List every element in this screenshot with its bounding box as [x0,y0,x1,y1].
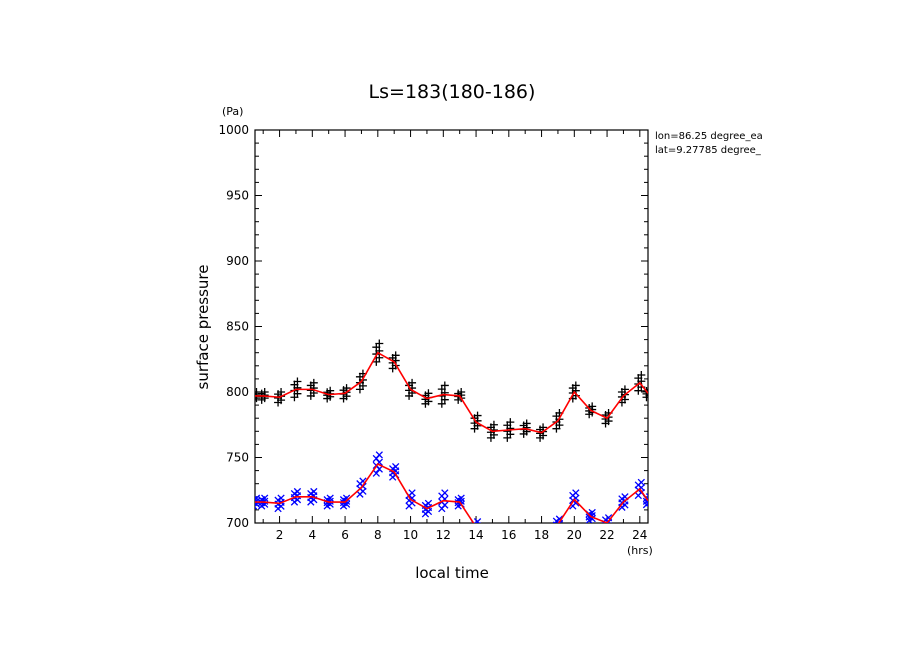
x-axis-label: local time [415,564,489,582]
plus-marker [293,377,302,386]
x-marker [342,494,351,502]
plot-frame [254,129,649,524]
y-axis-label: surface pressure [194,265,212,390]
x-marker [491,528,497,534]
y-tick-label: 750 [226,451,249,465]
x-marker [572,489,580,497]
plus-marker [424,389,433,398]
x-tick-label: 2 [276,528,284,542]
plus-marker [588,402,597,411]
x-tick-label: 16 [501,528,516,542]
x-tick-label: 20 [567,528,582,542]
x-marker [441,489,449,497]
x-marker [642,501,648,509]
plus-marker [408,378,417,387]
plus-marker [326,386,335,395]
x-marker [488,534,494,540]
x-marker [293,487,302,496]
plus-marker [506,418,515,427]
x-tick-label: 10 [403,528,418,542]
x-marker [556,524,562,530]
y-tick-labels: 700 750 800 850 900 950 1000 [218,123,249,530]
x-marker [491,536,497,542]
annotation-lat: lat=9.27785 degree_ [655,145,762,156]
plus-marker [637,370,646,379]
plus-marker [309,378,318,387]
plus-marker [255,388,261,396]
y-tick-label: 900 [226,254,249,268]
x-tick-label: 22 [599,528,614,542]
series-0-mean-line [255,351,648,434]
x-marker [491,532,497,538]
x-marker [424,499,433,508]
plus-marker [457,388,466,396]
x-marker [520,527,526,533]
x-axis-unit: (hrs) [627,544,653,557]
x-marker [473,518,482,523]
x-tick-label: 18 [534,528,549,542]
x-marker [326,494,334,502]
x-marker [408,489,416,497]
x-marker [310,487,318,496]
plus-marker [620,385,629,394]
y-tick-label: 950 [226,189,249,203]
plus-marker [375,339,384,348]
x-tick-label: 12 [436,528,451,542]
x-marker [261,494,269,502]
x-tick-label: 14 [468,528,483,542]
y-tick-label: 850 [226,320,249,334]
plus-marker [645,388,648,391]
plus-marker [539,423,548,432]
y-tick-label: 800 [226,385,249,399]
axes [254,129,649,524]
x-marker [375,451,383,459]
x-marker [523,533,529,539]
x-marker [520,531,526,537]
x-tick-label: 6 [341,528,349,542]
plus-marker [342,384,351,393]
series-1-mean-line [255,463,648,523]
plus-marker [372,357,381,366]
annotation-lon: lon=86.25 degree_ea [655,131,763,142]
chart-title: Ls=183(180-186) [369,81,536,103]
x-tick-label: 8 [374,528,382,542]
x-marker [392,463,400,471]
x-marker [604,514,613,522]
x-tick-label: 24 [632,528,647,542]
y-tick-label: 700 [226,516,249,530]
plus-marker [489,420,498,429]
plus-marker [437,399,446,408]
x-marker [488,530,494,536]
plus-marker [473,411,482,420]
x-tick-labels: 2 4 6 8 10 12 14 16 18 20 22 24 [276,528,648,542]
x-marker [553,526,559,532]
x-marker [520,536,526,542]
plus-marker [440,381,449,390]
x-tick-label: 4 [308,528,316,542]
series-0-markers [255,339,648,442]
x-marker [642,497,648,505]
x-marker [523,525,529,531]
x-marker [637,478,645,487]
plus-marker [571,381,580,390]
y-axis-unit: (Pa) [222,105,243,118]
y-tick-label: 1000 [218,123,249,137]
x-marker [555,515,564,523]
x-marker [277,494,285,502]
plot-area [255,339,648,544]
plus-marker [391,351,400,360]
plus-marker [277,388,286,396]
plus-marker [522,419,531,428]
x-marker [523,529,529,535]
plus-marker [260,388,269,396]
x-marker [488,538,494,544]
x-marker [372,469,380,477]
x-marker [457,494,465,502]
